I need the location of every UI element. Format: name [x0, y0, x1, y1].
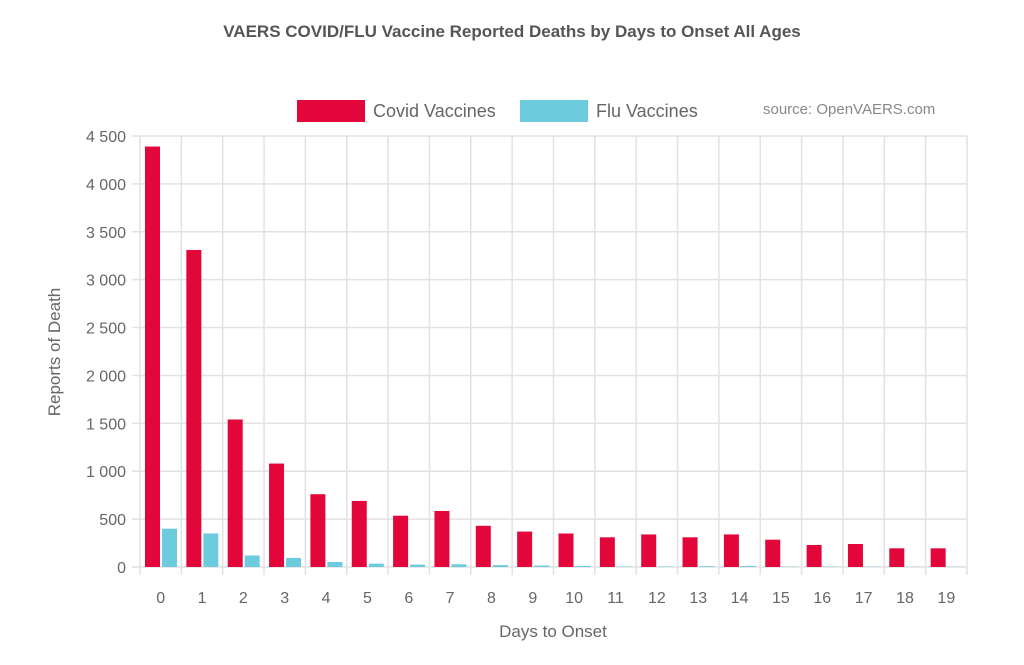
legend-label-flu[interactable]: Flu Vaccines [596, 101, 698, 121]
y-tick-label: 4 000 [86, 177, 126, 194]
bar-covid-day-19 [930, 548, 946, 567]
y-tick-label: 1 500 [86, 416, 126, 433]
x-tick-label: 18 [896, 590, 914, 607]
bar-covid-day-1 [186, 249, 202, 567]
bar-flu-day-3 [286, 557, 302, 567]
bar-flu-day-7 [451, 564, 467, 567]
bar-covid-day-18 [889, 548, 905, 567]
x-tick-label: 6 [404, 590, 413, 607]
bar-flu-day-5 [368, 563, 384, 567]
bar-covid-day-13 [682, 537, 698, 567]
bar-flu-day-4 [327, 562, 343, 567]
x-tick-label: 4 [322, 590, 331, 607]
bar-covid-day-2 [227, 419, 243, 567]
x-tick-label: 2 [239, 590, 248, 607]
y-tick-label: 4 500 [86, 129, 126, 146]
bar-covid-day-9 [517, 531, 533, 567]
bar-covid-day-10 [558, 533, 574, 567]
bar-flu-day-9 [534, 565, 550, 567]
x-tick-label: 3 [280, 590, 289, 607]
bar-covid-day-11 [599, 537, 615, 567]
bar-covid-day-8 [475, 525, 491, 567]
bar-covid-day-5 [351, 500, 367, 567]
x-tick-label: 10 [565, 590, 583, 607]
bar-flu-day-8 [492, 565, 508, 567]
x-tick-label: 1 [198, 590, 207, 607]
x-tick-label: 9 [528, 590, 537, 607]
y-tick-label: 1 000 [86, 464, 126, 481]
y-tick-label: 2 500 [86, 321, 126, 338]
bar-covid-day-12 [641, 534, 657, 567]
x-tick-label: 17 [855, 590, 873, 607]
bar-covid-day-6 [393, 515, 409, 567]
chart-title: VAERS COVID/FLU Vaccine Reported Deaths … [223, 22, 801, 41]
x-tick-label: 8 [487, 590, 496, 607]
x-tick-label: 0 [156, 590, 165, 607]
legend-swatch-flu[interactable] [520, 100, 588, 122]
x-tick-label: 15 [772, 590, 790, 607]
x-tick-label: 5 [363, 590, 372, 607]
bar-flu-day-13 [699, 566, 715, 567]
legend-label-covid[interactable]: Covid Vaccines [373, 101, 496, 121]
y-tick-label: 0 [117, 560, 126, 577]
bar-flu-day-14 [740, 566, 756, 567]
bar-covid-day-14 [723, 534, 739, 567]
x-tick-label: 11 [607, 590, 624, 607]
x-tick-label: 12 [648, 590, 666, 607]
bar-flu-day-10 [575, 565, 591, 567]
y-axis-title: Reports of Death [45, 288, 64, 417]
bar-covid-day-16 [806, 544, 822, 567]
x-tick-label: 7 [446, 590, 455, 607]
y-tick-label: 2 000 [86, 368, 126, 385]
bar-flu-day-1 [203, 533, 219, 567]
source-note: source: OpenVAERS.com [763, 101, 936, 118]
x-tick-label: 13 [689, 590, 707, 607]
bars [145, 146, 963, 567]
bar-covid-day-17 [847, 544, 863, 567]
bar-covid-day-7 [434, 510, 450, 567]
bar-covid-day-15 [765, 539, 781, 567]
bar-covid-day-3 [269, 463, 285, 567]
y-tick-label: 3 000 [86, 273, 126, 290]
bar-flu-day-6 [410, 564, 426, 567]
x-tick-label: 16 [813, 590, 831, 607]
bar-covid-day-4 [310, 494, 326, 567]
bar-covid-day-0 [145, 146, 160, 567]
x-axis-title: Days to Onset [499, 622, 607, 641]
legend-swatch-covid[interactable] [297, 100, 365, 122]
x-tick-label: 14 [731, 590, 749, 607]
gridlines [132, 135, 968, 575]
x-tick-label: 19 [937, 590, 955, 607]
y-tick-label: 500 [99, 512, 126, 529]
y-tick-label: 3 500 [86, 225, 126, 242]
bar-flu-day-2 [244, 555, 260, 567]
bar-flu-day-0 [162, 528, 177, 567]
tick-labels: 0 500 1 000 1 500 2 000 2 500 3 000 3 500 4 000 4… [86, 129, 955, 607]
